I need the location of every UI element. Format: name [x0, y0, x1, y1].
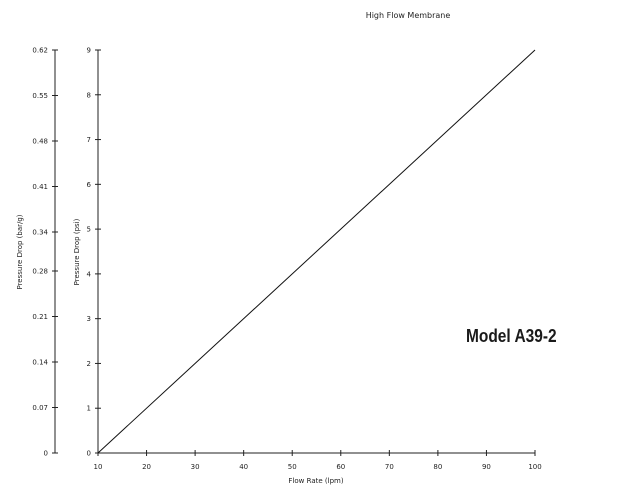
y-right-tick-label: 8	[87, 91, 91, 99]
y-right-tick-label: 7	[87, 136, 91, 144]
y-left-ticks: 0 0.07 0.14 0.21 0.28 0.34 0.41 0.48 0.55 0.62	[32, 47, 58, 458]
y-right-tick-label: 1	[87, 405, 91, 413]
x-tick-label: 50	[288, 463, 297, 471]
y-left-tick-label: 0.21	[32, 313, 48, 321]
y-left-tick-label: 0.34	[32, 229, 48, 237]
series-group	[97, 49, 536, 454]
y-left-axis-title: Pressure Drop (bar/g)	[16, 214, 24, 289]
y-left-tick-label: 0.28	[32, 268, 48, 276]
y-right-tick-label: 9	[87, 47, 91, 55]
x-tick-label: 40	[239, 463, 248, 471]
y-right-ticks: 0 1 2 3 4 5 6 7 8 9	[87, 47, 101, 458]
x-tick-label: 60	[336, 463, 345, 471]
series-line	[97, 49, 536, 454]
y-right-tick-label: 6	[87, 181, 92, 189]
x-tick-label: 70	[385, 463, 394, 471]
chart-title: High Flow Membrane	[366, 11, 451, 20]
x-tick-label: 100	[528, 463, 541, 471]
x-tick-label: 10	[94, 463, 103, 471]
y-left-tick-label: 0	[44, 450, 48, 458]
y-left-tick-label: 0.55	[32, 92, 48, 100]
y-left-tick-label: 0.41	[32, 183, 48, 191]
y-left-tick-label: 0.48	[32, 138, 48, 146]
y-left-tick-label: 0.07	[32, 404, 48, 412]
x-axis-title: Flow Rate (lpm)	[288, 477, 343, 485]
y-right-tick-label: 2	[87, 360, 91, 368]
model-label: Model A39-2	[466, 326, 557, 346]
y-right-tick-label: 3	[87, 315, 91, 323]
x-ticks: 10 20 30 40 50 60 70 80 90 100	[94, 450, 542, 471]
x-tick-label: 80	[433, 463, 442, 471]
y-right-axis-title: Pressure Drop (psi)	[73, 218, 81, 285]
x-tick-label: 90	[482, 463, 491, 471]
x-tick-label: 20	[142, 463, 151, 471]
y-left-tick-label: 0.14	[32, 359, 48, 367]
y-left-tick-label: 0.62	[32, 47, 48, 55]
y-right-tick-label: 5	[87, 226, 91, 234]
y-right-tick-label: 0	[87, 450, 91, 458]
x-tick-label: 30	[191, 463, 200, 471]
y-right-tick-label: 4	[87, 270, 92, 278]
